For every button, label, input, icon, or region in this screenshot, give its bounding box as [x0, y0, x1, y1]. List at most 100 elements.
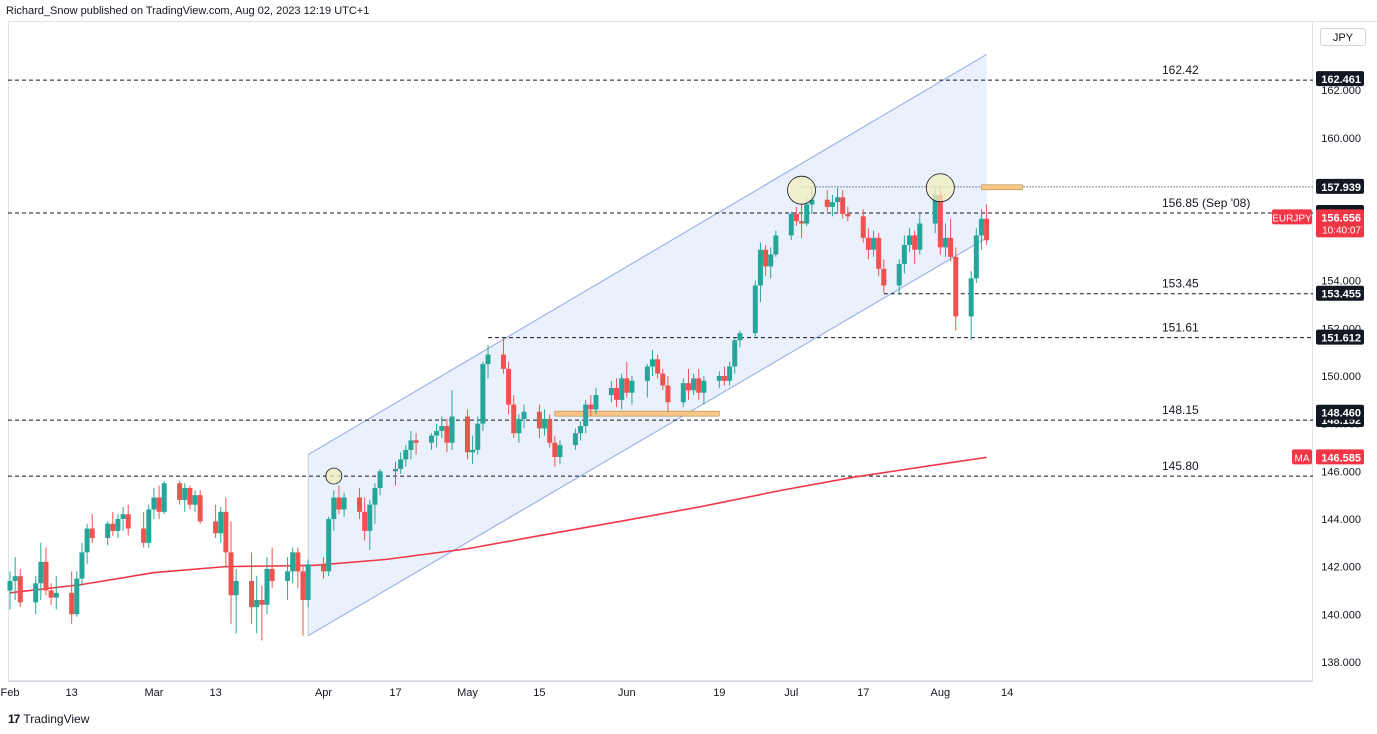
candle-body	[547, 418, 553, 443]
candle-body	[500, 354, 506, 369]
candle-body	[192, 495, 198, 505]
candle-body	[120, 514, 126, 519]
current-price-tag: 156.656	[1321, 212, 1361, 224]
currency-selector[interactable]: JPY	[1320, 28, 1366, 46]
candle-body	[793, 213, 799, 222]
candle-body	[840, 197, 846, 214]
candle-body	[614, 387, 620, 400]
candle-body	[285, 571, 291, 581]
candle-body	[69, 592, 75, 615]
candle-body	[917, 223, 923, 250]
level-label-4: 151.61	[1162, 321, 1199, 335]
level-label-2: 156.85 (Sep '08)	[1162, 196, 1250, 210]
candle-body	[655, 359, 661, 374]
candle-body	[552, 442, 558, 458]
y-tick-label: 150.000	[1321, 371, 1361, 383]
candle-body	[372, 488, 378, 505]
candle-body	[115, 518, 121, 531]
candle-body	[341, 497, 347, 510]
candle-body	[146, 509, 152, 543]
x-tick-label: 13	[209, 687, 221, 699]
y-tick-label: 154.000	[1321, 276, 1361, 288]
candle-body	[300, 571, 306, 600]
candle-body	[305, 564, 311, 600]
candle-body	[485, 354, 491, 365]
candle-body	[809, 199, 815, 205]
publish-header: Richard_Snow published on TradingView.co…	[6, 5, 370, 17]
candle-body	[978, 218, 984, 236]
candle-body	[393, 468, 398, 472]
bar-countdown: 10:40:07	[1322, 225, 1361, 236]
y-tick-label: 142.000	[1321, 562, 1361, 574]
candle-body	[799, 221, 805, 224]
moving-average-line	[9, 456, 987, 594]
x-tick-label: 13	[66, 687, 78, 699]
x-tick-label: Jul	[784, 687, 798, 699]
candle-body	[773, 235, 779, 255]
x-tick-label: Feb	[1, 687, 20, 699]
candle-body	[578, 426, 584, 434]
candle-body	[973, 235, 979, 279]
candle-body	[824, 199, 830, 207]
candle-body	[876, 237, 882, 269]
candle-body	[105, 523, 111, 539]
candle-body	[269, 569, 275, 581]
candle-body	[228, 552, 234, 596]
candle-body	[696, 378, 702, 393]
candle-body	[629, 380, 635, 393]
candle-body	[757, 249, 763, 286]
level-price-tag-1-bg	[1316, 178, 1364, 194]
candle-body	[156, 497, 162, 512]
candle-body	[701, 380, 707, 393]
candle-body	[213, 521, 219, 534]
candle-body	[516, 418, 522, 434]
candle-body	[942, 237, 948, 248]
x-tick-label: 15	[533, 687, 545, 699]
candle-body	[907, 235, 912, 245]
candle-body	[403, 449, 409, 460]
candle-body	[521, 411, 527, 419]
time-axis[interactable]	[8, 681, 1313, 704]
candle-body	[233, 580, 239, 596]
chart-plot-area[interactable]	[8, 21, 1313, 681]
y-tick-label: 138.000	[1321, 657, 1361, 669]
candle-body	[249, 580, 255, 608]
candle-body	[33, 583, 39, 603]
candle-body	[259, 599, 265, 605]
tradingview-footer[interactable]: 17 TradingView	[8, 712, 89, 726]
candle-body	[475, 423, 481, 450]
candle-body	[331, 497, 337, 519]
candle-body	[953, 256, 959, 317]
candle-body	[125, 514, 131, 529]
symbol-tag-bg	[1272, 209, 1312, 225]
x-tick-label: 17	[857, 687, 869, 699]
candle-body	[295, 552, 301, 572]
candle-body	[161, 483, 167, 512]
candle-body	[480, 364, 486, 424]
level-price-tag-3-bg	[1316, 285, 1364, 301]
support-zone-1	[981, 184, 1023, 191]
candle-body	[619, 378, 625, 400]
level-price-tag-3: 153.455	[1321, 289, 1361, 301]
candle-body	[752, 285, 758, 334]
candle-body	[727, 366, 733, 381]
level-price-tag-4-bg	[1316, 329, 1364, 345]
candle-body	[84, 528, 90, 553]
y-tick-label: 140.000	[1321, 609, 1361, 621]
candle-body	[912, 235, 918, 250]
candle-body	[408, 440, 414, 450]
candle-body	[691, 378, 697, 391]
candle-body	[413, 440, 419, 443]
price-axis[interactable]	[1313, 21, 1377, 682]
candle-body	[79, 552, 85, 579]
candle-body	[336, 497, 342, 510]
candle-body	[732, 340, 738, 367]
candle-body	[74, 578, 80, 615]
candle-body	[624, 378, 630, 393]
candle-body	[896, 264, 902, 286]
ma-price-tag-bg	[1316, 449, 1364, 465]
candle-body	[948, 237, 954, 257]
level-label-3: 153.45	[1162, 277, 1199, 291]
candle-body	[290, 552, 296, 572]
